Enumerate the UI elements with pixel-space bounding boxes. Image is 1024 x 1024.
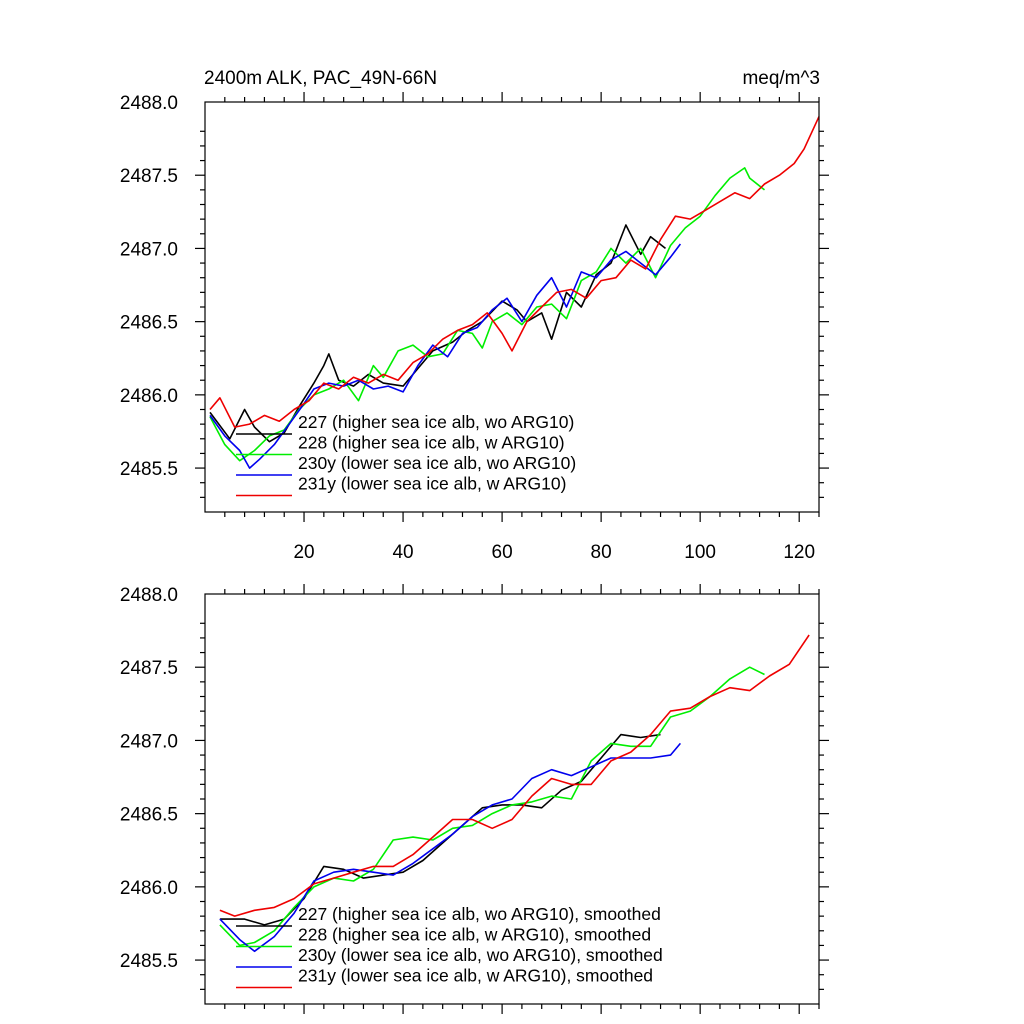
- top-panel-title: 2400m ALK, PAC_49N-66N: [204, 68, 437, 89]
- x-tick-label: 100: [684, 542, 716, 563]
- bottom-panel-ticks: [195, 584, 829, 1014]
- legend-entry-228-smoothed: 228 (higher sea ice alb, w ARG10), smoot…: [236, 925, 651, 948]
- x-tick-label: 20: [293, 542, 314, 563]
- x-tick-label: 40: [392, 542, 413, 563]
- bottom-panel-frame: [204, 593, 820, 1005]
- bottom-panel: 2485.5 2486.0 2486.5 2487.0 2487.5 2488.…: [120, 584, 829, 1014]
- top-panel-legend: 227 (higher sea ice alb, wo ARG10) 228 (…: [236, 412, 576, 497]
- legend-entry-227-smoothed: 227 (higher sea ice alb, wo ARG10), smoo…: [236, 904, 661, 927]
- series-line-230y: [219, 742, 682, 953]
- legend-entry-228: 228 (higher sea ice alb, w ARG10): [236, 433, 565, 456]
- legend-label: 228 (higher sea ice alb, w ARG10): [298, 433, 565, 453]
- series-line-227: [219, 733, 661, 926]
- top-panel-units: meq/m^3: [742, 68, 820, 89]
- series-line-231y: [219, 634, 810, 917]
- x-tick-label: 80: [591, 542, 612, 563]
- x-tick-label: 60: [492, 542, 513, 563]
- series-line-231y: [209, 116, 820, 428]
- legend-label: 231y (lower sea ice alb, w ARG10), smoot…: [298, 966, 653, 986]
- legend-entry-230y-smoothed: 230y (lower sea ice alb, wo ARG10), smoo…: [236, 945, 663, 968]
- y-tick-label: 2486.0: [120, 386, 178, 407]
- y-tick-label: 2487.0: [120, 731, 178, 752]
- bottom-panel-y-tick-labels: 2485.5 2486.0 2486.5 2487.0 2487.5 2488.…: [120, 585, 178, 972]
- legend-label: 227 (higher sea ice alb, wo ARG10): [298, 412, 574, 432]
- y-tick-label: 2485.5: [120, 459, 178, 480]
- series-line-227: [209, 224, 666, 443]
- top-panel-x-tick-labels: 20 40 60 80 100 120: [293, 542, 815, 563]
- top-panel-ticks: [195, 92, 829, 522]
- y-tick-label: 2488.0: [120, 585, 178, 606]
- y-tick-label: 2487.0: [120, 239, 178, 260]
- y-tick-label: 2488.0: [120, 93, 178, 114]
- y-tick-label: 2485.5: [120, 951, 178, 972]
- y-tick-label: 2487.5: [120, 658, 178, 679]
- x-tick-label: 120: [783, 542, 815, 563]
- y-tick-label: 2487.5: [120, 166, 178, 187]
- legend-entry-230y: 230y (lower sea ice alb, wo ARG10): [236, 453, 576, 476]
- top-panel-frame: [204, 101, 820, 513]
- series-line-228: [219, 666, 765, 947]
- bottom-panel-series: [219, 634, 810, 953]
- legend-entry-231y: 231y (lower sea ice alb, w ARG10): [236, 474, 566, 497]
- bottom-panel-legend: 227 (higher sea ice alb, wo ARG10), smoo…: [236, 904, 663, 989]
- legend-label: 230y (lower sea ice alb, wo ARG10), smoo…: [298, 945, 663, 965]
- legend-entry-231y-smoothed: 231y (lower sea ice alb, w ARG10), smoot…: [236, 966, 653, 989]
- y-tick-label: 2486.5: [120, 805, 178, 826]
- legend-label: 228 (higher sea ice alb, w ARG10), smoot…: [298, 925, 651, 945]
- top-panel: 2400m ALK, PAC_49N-66N meq/m^3 2485.5 24…: [120, 68, 829, 563]
- legend-label: 231y (lower sea ice alb, w ARG10): [298, 474, 566, 494]
- top-panel-y-tick-labels: 2485.5 2486.0 2486.5 2487.0 2487.5 2488.…: [120, 93, 178, 480]
- legend-entry-227: 227 (higher sea ice alb, wo ARG10): [236, 412, 574, 435]
- y-tick-label: 2486.0: [120, 878, 178, 899]
- legend-label: 230y (lower sea ice alb, wo ARG10): [298, 453, 576, 473]
- legend-label: 227 (higher sea ice alb, wo ARG10), smoo…: [298, 904, 661, 924]
- y-tick-label: 2486.5: [120, 313, 178, 334]
